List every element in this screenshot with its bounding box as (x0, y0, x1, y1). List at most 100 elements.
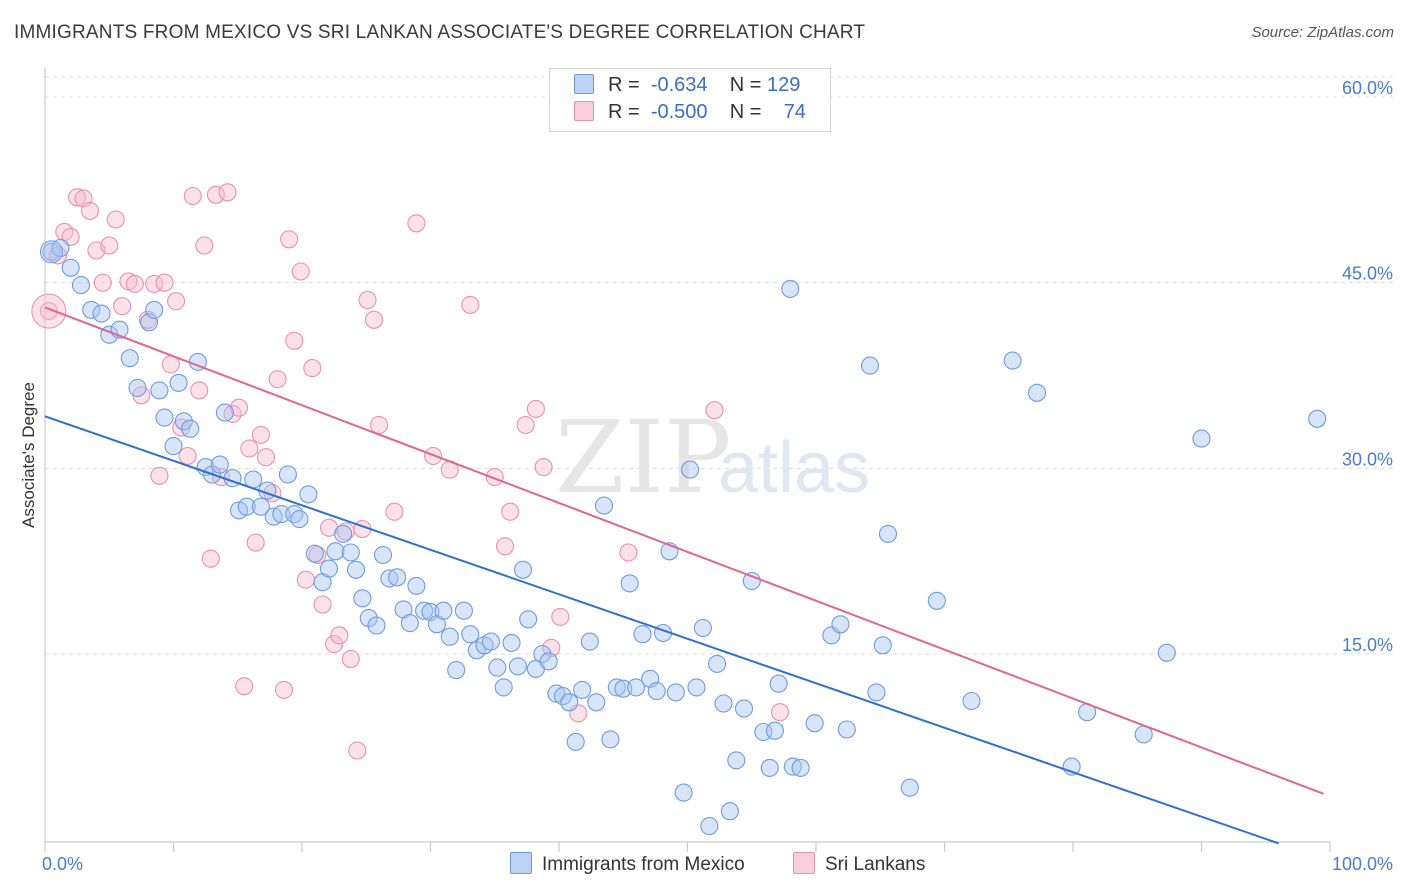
point-mexico (299, 485, 318, 504)
tick-labels: 15.0% 30.0% 45.0% 60.0% 0.0% 100.0% (42, 78, 1393, 874)
legend-n-label: N = (729, 101, 762, 123)
point-srilankan (218, 183, 237, 202)
point-mexico (51, 238, 70, 258)
point-srilankan (551, 607, 570, 626)
point-mexico (488, 658, 507, 677)
point-mexico (587, 693, 606, 712)
point-srilankan (178, 446, 197, 466)
point-mexico (290, 510, 309, 529)
legend-r-value: -0.634 (650, 74, 708, 96)
point-mexico (734, 699, 754, 718)
point-srilankan (370, 415, 389, 435)
point-mexico (601, 730, 620, 749)
legend-r-label: R = (608, 74, 640, 96)
point-mexico (805, 714, 824, 733)
x-tick-label: 100.0% (1332, 854, 1393, 874)
point-srilankan (280, 230, 299, 249)
point-mexico (305, 544, 324, 563)
point-srilankan (100, 236, 119, 255)
point-srilankan (268, 370, 287, 389)
point-srilankan (240, 439, 259, 458)
y-tick-label: 60.0% (1342, 78, 1393, 98)
point-srilankan (619, 543, 638, 562)
watermark: ZIP atlas (555, 399, 870, 516)
point-mexico (181, 419, 200, 438)
point-mexico (927, 591, 946, 610)
bottom-legend-label: Immigrants from Mexico (542, 854, 745, 875)
point-srilankan (274, 680, 294, 699)
series-mexico-points (39, 238, 1327, 836)
point-mexico (174, 412, 193, 431)
point-srilankan (155, 273, 174, 292)
point-srilankan (285, 331, 304, 350)
legend-row-srilankan: R = -0.500 N = 74 (574, 101, 806, 127)
point-mexico (666, 683, 685, 702)
point-mexico (508, 657, 527, 676)
point-mexico (278, 465, 297, 484)
point-mexico (1192, 429, 1211, 448)
point-mexico (831, 615, 850, 634)
point-srilankan (364, 310, 384, 329)
y-tick-label: 30.0% (1342, 449, 1393, 469)
point-srilankan (348, 741, 367, 760)
point-mexico (620, 574, 639, 593)
point-srilankan (229, 398, 249, 417)
point-mexico (714, 694, 733, 713)
bottom-legend-label: Sri Lankans (825, 854, 926, 875)
point-srilankan (313, 595, 332, 614)
point-srilankan (291, 262, 310, 281)
point-srilankan (516, 415, 535, 435)
point-mexico (573, 680, 592, 699)
point-mexico (407, 576, 426, 595)
correlation-legend: R = -0.634 N = 129 R = -0.500 N = 74 (549, 68, 831, 132)
point-srilankan (341, 649, 360, 669)
legend-r-value: -0.500 (650, 101, 708, 123)
point-srilankan (256, 448, 276, 467)
legend-row-mexico: R = -0.634 N = 129 (574, 74, 800, 100)
point-srilankan (385, 502, 404, 521)
point-mexico (674, 783, 693, 802)
point-mexico (566, 732, 585, 751)
point-srilankan (80, 201, 100, 220)
point-mexico (367, 616, 386, 635)
point-srilankan (201, 549, 220, 568)
point-srilankan (534, 458, 553, 477)
point-mexico (519, 610, 538, 629)
point-mexico (400, 614, 419, 633)
series-sri-lankans-points (31, 183, 790, 760)
point-mexico (210, 455, 229, 474)
point-mexico (791, 758, 810, 777)
point-mexico (319, 559, 339, 578)
point-mexico (607, 678, 626, 697)
point-mexico (760, 758, 779, 777)
point-mexico (215, 403, 234, 422)
point-mexico (533, 644, 552, 664)
trend-line-srilankan (44, 306, 1324, 795)
point-mexico (359, 609, 378, 628)
point-mexico (169, 373, 188, 392)
point-mexico (742, 571, 761, 591)
point-mexico (878, 524, 898, 543)
point-mexico (580, 632, 599, 651)
point-srilankan (542, 638, 561, 657)
point-mexico (285, 505, 304, 524)
point-srilankan (325, 635, 344, 654)
point-mexico (1308, 409, 1327, 428)
point-mexico (334, 524, 353, 543)
chart-title: IMMIGRANTS FROM MEXICO VS SRI LANKAN ASS… (14, 22, 866, 43)
point-srilankan (206, 185, 225, 204)
point-mexico (164, 437, 183, 456)
point-srilankan (251, 425, 270, 444)
point-mexico (481, 632, 500, 651)
x-tick-label: 0.0% (42, 854, 83, 874)
point-mexico (754, 722, 773, 742)
point-srilankan (195, 236, 214, 255)
point-srilankan (150, 466, 169, 485)
point-mexico (860, 356, 880, 375)
point-mexico (92, 304, 111, 323)
point-srilankan (461, 295, 480, 314)
point-mexico (494, 678, 513, 697)
point-mexico (783, 757, 802, 776)
point-mexico (326, 542, 345, 561)
point-mexico (633, 625, 652, 644)
